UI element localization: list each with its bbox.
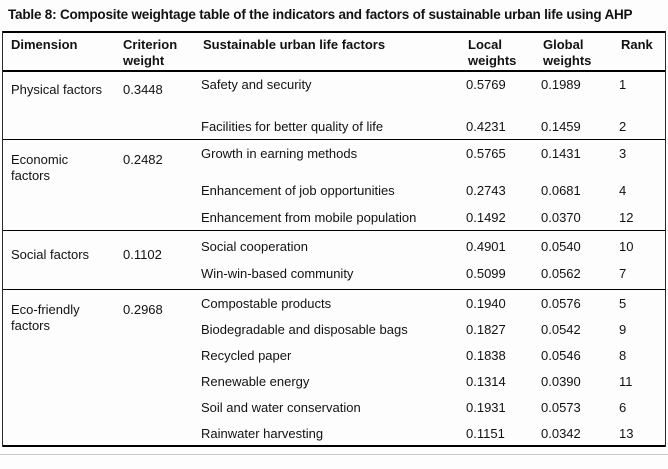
local-weight-value: 0.1827 bbox=[466, 322, 506, 337]
dimension-group: Social factors 0.1102 Social cooperation… bbox=[3, 239, 665, 290]
factor-rows: Social cooperation 0.4901 0.0540 10 Win-… bbox=[11, 239, 665, 282]
criterion-weight-value: 0.2968 bbox=[123, 302, 163, 317]
rank-value: 5 bbox=[619, 296, 627, 311]
factor-row: Growth in earning methods 0.5765 0.1431 … bbox=[201, 146, 665, 162]
criterion-weight-value: 0.3448 bbox=[123, 82, 163, 97]
paper-page: Table 8: Composite weightage table of th… bbox=[0, 7, 668, 469]
local-weight-value: 0.1838 bbox=[466, 348, 506, 363]
factor-name: Renewable energy bbox=[201, 374, 310, 389]
dimension-label: Social factors bbox=[11, 247, 90, 262]
rank-value: 11 bbox=[619, 374, 633, 389]
local-weight-value: 0.1314 bbox=[466, 374, 506, 389]
factor-row: Soil and water conservation 0.1931 0.057… bbox=[201, 400, 665, 416]
global-weight-value: 0.0370 bbox=[541, 210, 581, 225]
factor-name: Win-win-based community bbox=[201, 266, 354, 281]
global-weight-value: 0.0540 bbox=[541, 239, 581, 254]
global-weight-value: 0.0573 bbox=[541, 400, 581, 415]
local-weight-value: 0.5769 bbox=[466, 77, 506, 92]
global-weight-value: 0.0681 bbox=[541, 183, 581, 198]
factor-row: Facilities for better quality of life 0.… bbox=[201, 119, 665, 135]
factor-row: Enhancement from mobile population 0.149… bbox=[201, 210, 665, 226]
factor-name: Rainwater harvesting bbox=[201, 426, 324, 441]
local-weight-value: 0.5765 bbox=[466, 146, 506, 161]
rank-value: 7 bbox=[619, 266, 627, 281]
rank-value: 8 bbox=[619, 348, 627, 363]
table-header-row: Dimension Criterion weight Sustainable u… bbox=[3, 31, 665, 72]
dimension-group: Physical factors 0.3448 Safety and secur… bbox=[3, 77, 665, 140]
global-weight-value: 0.1459 bbox=[541, 119, 581, 134]
factor-row: Safety and security 0.5769 0.1989 1 bbox=[201, 77, 665, 93]
header-factors: Sustainable urban life factors bbox=[203, 37, 386, 52]
local-weight-value: 0.4231 bbox=[466, 119, 506, 134]
dimension-label: Eco-friendly factors bbox=[11, 302, 80, 333]
table-body: Physical factors 0.3448 Safety and secur… bbox=[3, 77, 665, 447]
global-weight-value: 0.0390 bbox=[541, 374, 581, 389]
factor-row: Social cooperation 0.4901 0.0540 10 bbox=[201, 239, 665, 255]
page-bottom-rule bbox=[0, 454, 668, 455]
ahp-weightage-table: Dimension Criterion weight Sustainable u… bbox=[2, 31, 666, 447]
header-criterion-weight: Criterion weight bbox=[123, 37, 178, 68]
local-weight-value: 0.1931 bbox=[466, 400, 506, 415]
rank-value: 9 bbox=[619, 322, 627, 337]
local-weight-value: 0.4901 bbox=[466, 239, 506, 254]
rank-value: 1 bbox=[619, 77, 627, 92]
rank-value: 2 bbox=[619, 119, 627, 134]
header-global-weights: Global weights bbox=[543, 37, 592, 68]
factor-row: Biodegradable and disposable bags 0.1827… bbox=[201, 322, 665, 338]
local-weight-value: 0.1151 bbox=[466, 426, 505, 441]
global-weight-value: 0.0562 bbox=[541, 266, 581, 281]
rank-value: 12 bbox=[619, 210, 634, 225]
factor-row: Recycled paper 0.1838 0.0546 8 bbox=[201, 348, 665, 364]
local-weight-value: 0.2743 bbox=[466, 183, 506, 198]
dimension-label: Economic factors bbox=[11, 152, 69, 183]
factor-name: Facilities for better quality of life bbox=[201, 119, 384, 134]
local-weight-value: 0.5099 bbox=[466, 266, 506, 281]
criterion-weight-value: 0.2482 bbox=[123, 152, 163, 167]
factor-name: Recycled paper bbox=[201, 348, 292, 363]
factor-row: Enhancement of job opportunities 0.2743 … bbox=[201, 183, 665, 199]
global-weight-value: 0.0342 bbox=[541, 426, 581, 441]
local-weight-value: 0.1492 bbox=[466, 210, 506, 225]
factor-name: Safety and security bbox=[201, 77, 312, 92]
factor-rows: Safety and security 0.5769 0.1989 1 Faci… bbox=[11, 77, 665, 135]
rank-value: 10 bbox=[619, 239, 634, 254]
header-rank: Rank bbox=[621, 37, 653, 52]
factor-rows: Growth in earning methods 0.5765 0.1431 … bbox=[11, 146, 665, 226]
global-weight-value: 0.1989 bbox=[541, 77, 581, 92]
dimension-group: Economic factors 0.2482 Growth in earnin… bbox=[3, 146, 665, 231]
factor-row: Renewable energy 0.1314 0.0390 11 bbox=[201, 374, 665, 390]
global-weight-value: 0.1431 bbox=[541, 146, 581, 161]
rank-value: 6 bbox=[619, 400, 627, 415]
header-local-weights: Local weights bbox=[468, 37, 517, 68]
rank-value: 3 bbox=[619, 146, 627, 161]
global-weight-value: 0.0546 bbox=[541, 348, 581, 363]
global-weight-value: 0.0576 bbox=[541, 296, 581, 311]
dimension-group: Eco-friendly factors 0.2968 Compostable … bbox=[3, 296, 665, 447]
factor-name: Soil and water conservation bbox=[201, 400, 361, 415]
rank-value: 4 bbox=[619, 183, 627, 198]
table-caption: Table 8: Composite weightage table of th… bbox=[8, 7, 633, 22]
factor-rows: Compostable products 0.1940 0.0576 5 Bio… bbox=[11, 296, 665, 442]
factor-row: Rainwater harvesting 0.1151 0.0342 13 bbox=[201, 426, 665, 442]
factor-name: Growth in earning methods bbox=[201, 146, 358, 161]
factor-row: Compostable products 0.1940 0.0576 5 bbox=[201, 296, 665, 312]
factor-name: Compostable products bbox=[201, 296, 332, 311]
local-weight-value: 0.1940 bbox=[466, 296, 506, 311]
rank-value: 13 bbox=[619, 426, 634, 441]
factor-name: Enhancement from mobile population bbox=[201, 210, 417, 225]
factor-name: Enhancement of job opportunities bbox=[201, 183, 395, 198]
header-dimension: Dimension bbox=[11, 37, 78, 52]
factor-name: Social cooperation bbox=[201, 239, 308, 254]
criterion-weight-value: 0.1102 bbox=[123, 247, 162, 262]
factor-row: Win-win-based community 0.5099 0.0562 7 bbox=[201, 266, 665, 282]
global-weight-value: 0.0542 bbox=[541, 322, 581, 337]
dimension-label: Physical factors bbox=[11, 82, 103, 97]
factor-name: Biodegradable and disposable bags bbox=[201, 322, 408, 337]
